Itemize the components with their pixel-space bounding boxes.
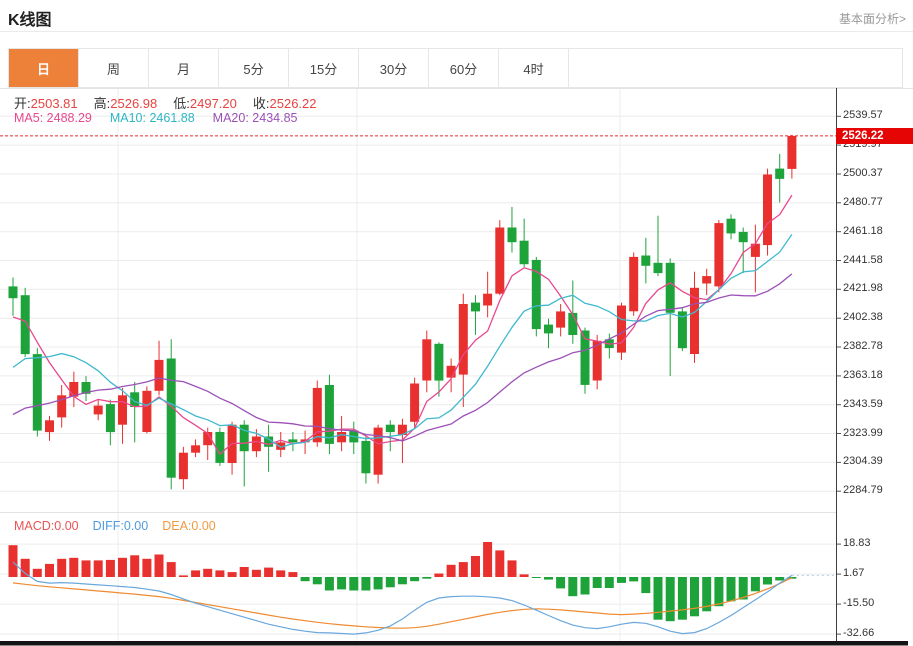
macd-axis-tick-label: -15.50 [843,597,875,610]
tab-period-2[interactable]: 周 [79,49,149,87]
ma-info-row: MA5: 2488.29 MA10: 2461.88 MA20: 2434.85 [14,111,297,125]
macd-readout: MACD:0.00 [14,519,79,533]
title-divider [0,31,913,32]
price-axis-tick-label: 2461.18 [843,224,883,237]
period-tab-bar: 日周月 5分 15分 30分 60分 4时 [8,48,903,88]
open-value: 2503.81 [30,96,78,111]
macd-axis-tick-label: 18.83 [843,537,871,550]
open-label: 开: [14,96,31,111]
price-axis-tick-label: 2539.57 [843,109,883,122]
tab-period-6[interactable]: 30分 [359,49,429,87]
tab-period-7[interactable]: 60分 [429,49,499,87]
tab-period-5[interactable]: 15分 [289,49,359,87]
price-axis-tick-label: 2304.39 [843,455,883,468]
tab-period-1[interactable]: 日 [9,49,79,87]
tab-period-8[interactable]: 4时 [499,49,569,87]
close-value: 2526.22 [269,96,317,111]
current-price-badge: 2526.22 [836,127,913,144]
dea-readout: DEA:0.00 [162,519,216,533]
macd-axis-tick-label: -32.66 [843,627,875,640]
ma5-readout: MA5: 2488.29 [14,111,92,125]
low-label: 低: [173,96,190,111]
tab-period-3[interactable]: 月 [149,49,219,87]
ma20-readout: MA20: 2434.85 [212,111,298,125]
price-axis-tick-label: 2441.58 [843,253,883,266]
price-axis-tick-label: 2363.18 [843,368,883,381]
tab-period-4[interactable]: 5分 [219,49,289,87]
price-axis-tick-label: 2421.98 [843,282,883,295]
high-value: 2526.98 [110,96,158,111]
diff-readout: DIFF:0.00 [92,519,149,533]
price-axis-tick-label: 2402.38 [843,311,883,324]
price-axis-tick-label: 2480.77 [843,195,883,208]
price-axis-tick-label: 2323.99 [843,426,883,439]
close-label: 收: [252,96,270,111]
fundamental-analysis-link[interactable]: 基本面分析> [838,12,906,26]
price-axis-tick-label: 2500.37 [843,166,883,179]
page-title: K线图 [8,12,52,29]
price-axis-tick-label: 2382.78 [843,340,883,353]
macd-axis-tick-label: 1.67 [843,567,865,580]
price-axis-tick-label: 2343.59 [843,397,883,410]
high-label: 高: [93,96,111,111]
low-value: 2497.20 [189,96,237,111]
ma10-readout: MA10: 2461.88 [109,111,195,125]
macd-info-row: MACD:0.00 DIFF:0.00 DEA:0.00 [14,519,216,533]
price-axis-tick-label: 2284.79 [843,484,883,497]
ohlc-info-row: 开:2503.81 高:2526.98 低:2497.20 收:2526.22 [14,93,333,112]
